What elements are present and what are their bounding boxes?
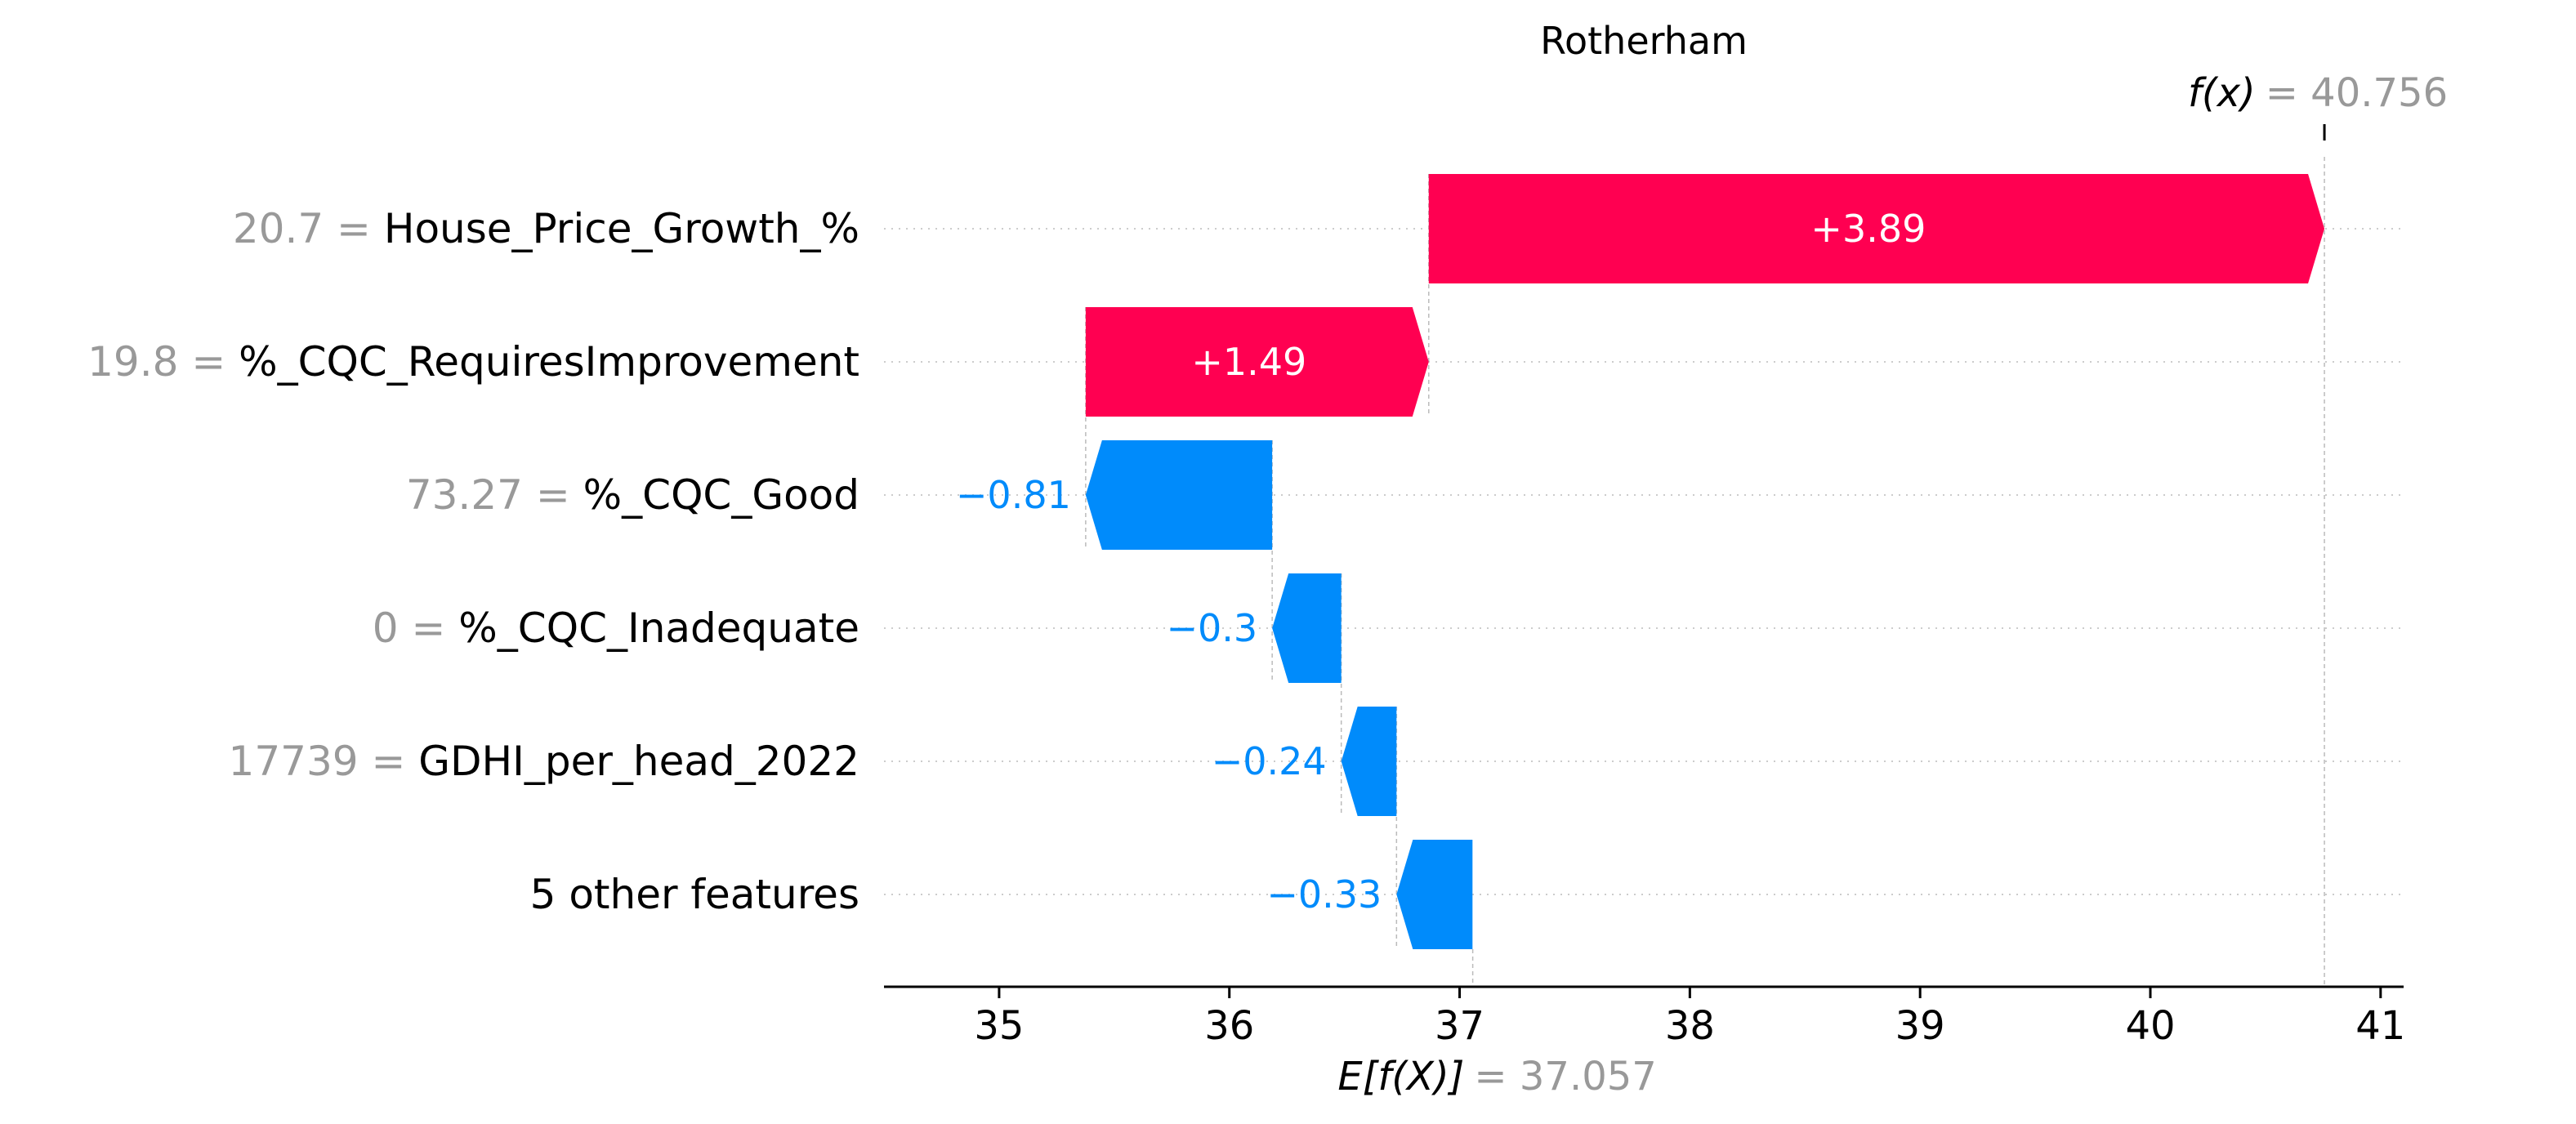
feature-label: 19.8 = %_CQC_RequiresImprovement: [87, 338, 859, 386]
contribution-label: −0.24: [1212, 739, 1327, 783]
feature-label: 0 = %_CQC_Inadequate: [373, 604, 859, 652]
feature-name: 5 other features: [530, 871, 859, 918]
feature-value: 17739: [229, 738, 359, 785]
contribution-label: −0.33: [1266, 872, 1382, 917]
feature-value: 0: [373, 604, 399, 652]
x-tick-label: 41: [2355, 1003, 2405, 1049]
base-value: = 37.057: [1474, 1054, 1656, 1099]
chart-title: Rotherham: [1540, 19, 1748, 63]
equals-sign: =: [178, 338, 239, 386]
feature-value: 73.27: [406, 471, 523, 519]
bar-negative: [1085, 440, 1273, 550]
feature-label: 17739 = GDHI_per_head_2022: [229, 738, 859, 785]
bars: +3.89 +1.49 −0.81 −0.3 −0.24 −0.33: [956, 174, 2325, 949]
feature-label: 73.27 = %_CQC_Good: [406, 471, 859, 519]
feature-label: 5 other features: [530, 871, 859, 918]
output-label: f(x): [2188, 70, 2256, 116]
contribution-label: −0.81: [956, 473, 1071, 517]
equals-sign: =: [523, 471, 583, 519]
contribution-label: −0.3: [1166, 606, 1257, 650]
feature-name: %_CQC_RequiresImprovement: [239, 338, 859, 386]
feature-label: 20.7 = House_Price_Growth_%: [233, 205, 859, 252]
x-tick-label: 36: [1204, 1003, 1254, 1049]
base-label: E[f(X)]: [1337, 1054, 1464, 1099]
feature-value: 20.7: [233, 205, 324, 252]
equals-sign: =: [399, 604, 459, 652]
x-tick-label: 40: [2125, 1003, 2175, 1049]
bar-negative: [1396, 840, 1473, 949]
feature-name: %_CQC_Good: [583, 471, 859, 519]
feature-name: House_Price_Growth_%: [384, 205, 859, 252]
x-tick-label: 37: [1435, 1003, 1484, 1049]
x-tick-label: 39: [1895, 1003, 1945, 1049]
output-value: = 40.756: [2266, 70, 2448, 116]
bar-positive: [1085, 307, 1429, 417]
bar-negative: [1341, 707, 1397, 816]
feature-labels: 20.7 = House_Price_Growth_% 19.8 = %_CQC_…: [87, 205, 859, 918]
x-axis: 35 36 37 38 39 40 41: [884, 985, 2405, 1049]
x-tick-label: 38: [1665, 1003, 1715, 1049]
feature-name: GDHI_per_head_2022: [418, 738, 859, 785]
base-annotation: E[f(X)] = 37.057: [1337, 1054, 1656, 1099]
bar-negative: [1272, 573, 1342, 683]
bar-positive: [1428, 174, 2325, 283]
feature-name: %_CQC_Inadequate: [458, 604, 859, 652]
contribution-label: +1.49: [1191, 340, 1306, 384]
output-annotation: f(x) = 40.756: [2188, 70, 2448, 116]
feature-value: 19.8: [87, 338, 178, 386]
value-annotations: f(x) = 40.756 E[f(X)] = 37.057: [1337, 70, 2448, 1099]
contribution-label: +3.89: [1810, 207, 1926, 251]
x-tick-label: 35: [974, 1003, 1024, 1049]
equals-sign: =: [359, 738, 419, 785]
equals-sign: =: [324, 205, 384, 252]
